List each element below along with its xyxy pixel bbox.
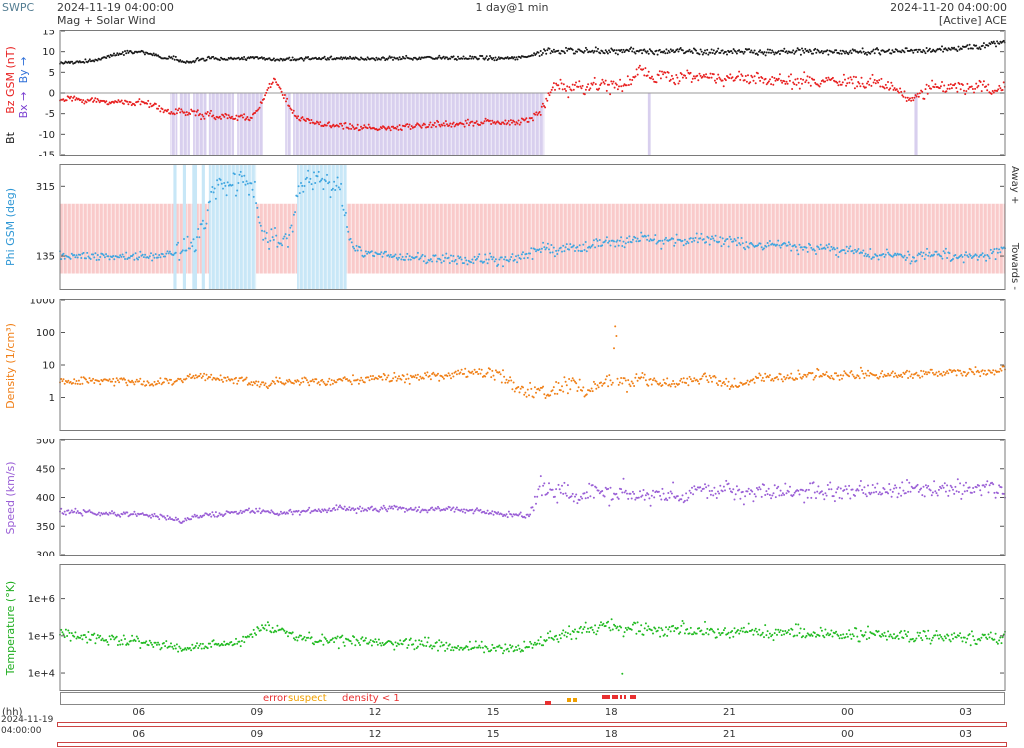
flag-mark: [612, 695, 615, 699]
svg-text:1e+4: 1e+4: [28, 669, 55, 680]
svg-text:1: 1: [49, 393, 55, 404]
coverage-bar-bottom: [57, 742, 1007, 747]
x-tick-label: 18: [604, 707, 618, 718]
flag-mark: [631, 695, 634, 699]
end-time: 2024-11-20 04:00:00: [890, 1, 1007, 14]
svg-text:1000: 1000: [30, 299, 55, 307]
y-axis-label-by: By →: [17, 56, 30, 84]
data-source-status: [Active] ACE: [938, 14, 1007, 27]
flag-mark: [614, 695, 617, 699]
time-axis-row-1: (hh) 06 09 12 15 18 21 00 03: [0, 707, 1024, 721]
svg-text:5: 5: [49, 68, 55, 79]
flag-mark: [604, 695, 607, 699]
y-axis-label-density: Density (1/cm³): [4, 323, 17, 409]
y-axis-label-bt: Bt: [4, 132, 17, 144]
x-tick-label: 00: [841, 729, 854, 740]
axis-start-date: 2024-11-19: [1, 715, 54, 725]
flag-mark: [545, 701, 548, 705]
flag-mark: [616, 695, 619, 699]
flag-mark: [567, 698, 569, 702]
y-axis-label-temperature: Temperature (°K): [4, 580, 17, 676]
svg-text:100: 100: [36, 328, 55, 339]
flag-mark: [574, 698, 577, 702]
x-tick-label: 09: [250, 729, 264, 740]
chart-panel-speed: 500 450 400 350 300: [0, 439, 1024, 556]
svg-text:-5: -5: [45, 109, 55, 120]
x-tick-label: 21: [723, 729, 736, 740]
phi-sector-labels: Away + Towards -: [1008, 166, 1021, 290]
svg-text:10: 10: [42, 361, 55, 372]
svg-text:-10: -10: [39, 130, 55, 141]
flag-mark: [630, 695, 632, 699]
axis-start-time: 04:00:00: [1, 726, 42, 736]
svg-text:315: 315: [36, 182, 55, 193]
chart-panel-phi: 315 135: [0, 164, 1024, 290]
x-tick-label: 00: [841, 707, 854, 718]
svg-text:1e+5: 1e+5: [28, 631, 55, 642]
flag-mark: [568, 698, 571, 702]
x-tick-label: 15: [486, 729, 500, 740]
chart-panel-temperature: 1e+6 1e+5 1e+4: [0, 564, 1024, 691]
flag-mark: [620, 695, 623, 699]
x-tick-label: 06: [132, 729, 146, 740]
x-tick-label: 09: [250, 707, 264, 718]
x-tick-label: 18: [604, 729, 618, 740]
y-axis-label-speed: Speed (km/s): [4, 461, 17, 535]
y-axis-label-bz: Bz GSM (nT): [4, 46, 17, 114]
svg-text:15: 15: [42, 30, 55, 38]
svg-text:1e+6: 1e+6: [28, 594, 55, 605]
phi-away-label: Away +: [1009, 166, 1020, 205]
x-tick-label: 06: [132, 707, 146, 718]
flags-strip: error suspect density < 1: [60, 692, 1005, 705]
legend-error: error: [263, 693, 288, 704]
svg-text:0: 0: [49, 89, 55, 100]
flag-mark: [602, 695, 605, 699]
chart-panel-mag: 15 10 5 0 -5 -10 -15: [0, 30, 1024, 156]
x-tick-label: 12: [368, 707, 382, 718]
plot-title: Mag + Solar Wind: [57, 14, 156, 27]
axis-unit-label: (hh): [2, 707, 23, 718]
y-axis-label-bx: Bx →: [17, 91, 30, 119]
y-axis-label-phi: Phi GSM (deg): [4, 188, 17, 266]
flag-mark: [624, 695, 627, 699]
svg-text:135: 135: [36, 252, 55, 263]
x-tick-label: 15: [486, 707, 500, 718]
flag-mark: [572, 698, 575, 702]
svg-text:10: 10: [42, 47, 55, 58]
phi-towards-label: Towards -: [1009, 242, 1020, 290]
x-tick-label: 03: [959, 729, 972, 740]
legend-suspect: suspect: [288, 693, 327, 704]
flag-mark: [633, 695, 636, 699]
x-tick-label: 12: [368, 729, 382, 740]
flag-mark: [608, 695, 611, 699]
svg-text:-15: -15: [39, 151, 55, 157]
x-tick-label: 21: [723, 707, 736, 718]
svg-text:300: 300: [36, 551, 55, 557]
flag-mark: [606, 695, 609, 699]
coverage-bar-top: [57, 722, 1007, 727]
svg-text:500: 500: [36, 439, 55, 447]
flag-mark: [549, 701, 552, 705]
svg-text:450: 450: [36, 464, 55, 475]
svg-text:400: 400: [36, 493, 55, 504]
app-logo: SWPC: [2, 1, 35, 14]
start-time: 2024-11-19 04:00:00: [57, 1, 174, 14]
svg-text:350: 350: [36, 522, 55, 533]
legend-density: density < 1: [342, 693, 400, 704]
x-tick-label: 03: [959, 707, 972, 718]
resolution-label: 1 day@1 min: [475, 1, 549, 14]
flag-mark: [547, 701, 550, 705]
chart-panel-density: 1000 100 10 1: [0, 299, 1024, 431]
time-axis-row-2: 06 09 12 15 18 21 00 03: [0, 729, 1024, 742]
